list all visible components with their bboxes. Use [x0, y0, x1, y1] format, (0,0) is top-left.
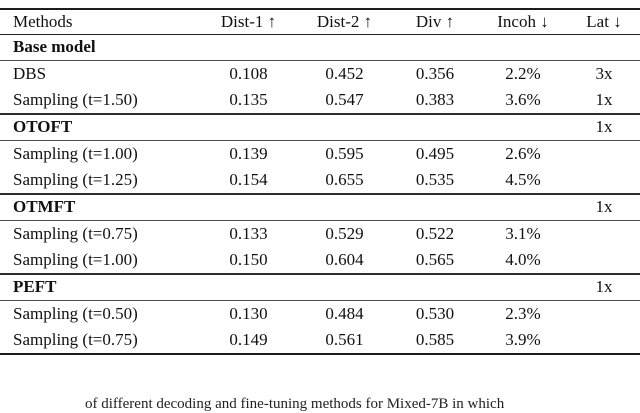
latency-value: 3x	[568, 59, 640, 87]
dist2-value: 0.529	[297, 219, 392, 247]
incoh-value: 3.6%	[505, 90, 541, 109]
incoh-value: 2.6%	[478, 139, 568, 167]
latency-value	[568, 247, 640, 274]
results-table: Methods Dist-1 ↑ Dist-2 ↑ Div ↑ Incoh ↓ …	[0, 8, 640, 355]
dist1-value: 0.133	[200, 219, 297, 247]
section-label: Base model	[0, 33, 200, 60]
incoh-value: 4.0%	[505, 250, 541, 269]
table-header-row: Methods Dist-1 ↑ Dist-2 ↑ Div ↑ Incoh ↓ …	[0, 9, 640, 34]
latency-value: 1x	[568, 113, 640, 140]
method-label: Sampling (t=1.50)	[13, 90, 138, 109]
section-row-peft: PEFT 1x	[0, 273, 640, 300]
section-label: PEFT	[0, 273, 200, 300]
table-row-dbs: DBS 0.108 0.452 0.356 2.2% 3x	[0, 59, 640, 87]
latency-value	[568, 219, 640, 247]
section-row-otoft: OTOFT 1x	[0, 113, 640, 140]
method-label: Sampling (t=1.00)	[0, 139, 200, 167]
dist1-value: 0.149	[229, 330, 268, 349]
div-value: 0.495	[392, 139, 478, 167]
column-header-lat: Lat ↓	[586, 11, 622, 31]
div-value: 0.585	[415, 330, 455, 349]
latency-value: 1x	[568, 273, 640, 300]
method-label: Sampling (t=1.00)	[13, 250, 138, 269]
latency-value	[568, 299, 640, 327]
latency-value	[568, 139, 640, 167]
dist2-value: 0.561	[325, 330, 364, 349]
div-value: 0.383	[415, 90, 455, 109]
table-row-sampling-100a: Sampling (t=1.00) 0.139 0.595 0.495 2.6%	[0, 139, 640, 167]
incoh-value: 2.2%	[478, 59, 568, 87]
incoh-value: 2.3%	[478, 299, 568, 327]
table-caption-clipped: of different decoding and fine-tuning me…	[85, 396, 505, 412]
table-row-sampling-150: Sampling (t=1.50) 0.135 0.547 0.383 3.6%…	[0, 87, 640, 114]
div-value: 0.356	[392, 59, 478, 87]
method-label: Sampling (t=1.25)	[13, 170, 138, 189]
div-value: 0.565	[415, 250, 455, 269]
div-value: 0.530	[392, 299, 478, 327]
incoh-value: 4.5%	[505, 170, 541, 189]
section-label: OTOFT	[0, 113, 200, 140]
section-label: OTMFT	[0, 193, 200, 220]
dist1-value: 0.130	[200, 299, 297, 327]
method-label: Sampling (t=0.75)	[0, 219, 200, 247]
dist2-value: 0.484	[297, 299, 392, 327]
method-label: DBS	[0, 59, 200, 87]
column-header-methods: Methods	[13, 11, 73, 31]
latency-value: 1x	[595, 90, 613, 109]
dist1-value: 0.150	[229, 250, 268, 269]
table-row-sampling-125: Sampling (t=1.25) 0.154 0.655 0.535 4.5%	[0, 167, 640, 194]
incoh-value: 3.1%	[478, 219, 568, 247]
column-header-div: Div ↑	[415, 11, 455, 31]
dist2-value: 0.655	[325, 170, 364, 189]
column-header-incoh: Incoh ↓	[497, 11, 549, 31]
latency-value	[568, 33, 640, 60]
section-row-otmft: OTMFT 1x	[0, 193, 640, 220]
latency-value	[568, 327, 640, 354]
latency-value	[568, 167, 640, 194]
incoh-value: 3.9%	[505, 330, 541, 349]
dist1-value: 0.154	[229, 170, 268, 189]
method-label: Sampling (t=0.50)	[0, 299, 200, 327]
column-header-dist1: Dist-1 ↑	[220, 11, 277, 31]
dist1-value: 0.108	[200, 59, 297, 87]
table-row-sampling-050: Sampling (t=0.50) 0.130 0.484 0.530 2.3%	[0, 299, 640, 327]
method-label: Sampling (t=0.75)	[13, 330, 138, 349]
table-row-sampling-075b: Sampling (t=0.75) 0.149 0.561 0.585 3.9%	[0, 327, 640, 354]
div-value: 0.522	[392, 219, 478, 247]
dist2-value: 0.452	[297, 59, 392, 87]
table-row-sampling-075a: Sampling (t=0.75) 0.133 0.529 0.522 3.1%	[0, 219, 640, 247]
dist2-value: 0.604	[325, 250, 364, 269]
dist2-value: 0.595	[297, 139, 392, 167]
latency-value: 1x	[568, 193, 640, 220]
section-row-base-model: Base model	[0, 33, 640, 60]
table-row-sampling-100b: Sampling (t=1.00) 0.150 0.604 0.565 4.0%	[0, 247, 640, 274]
dist1-value: 0.139	[200, 139, 297, 167]
div-value: 0.535	[415, 170, 455, 189]
dist1-value: 0.135	[229, 90, 268, 109]
column-header-dist2: Dist-2 ↑	[316, 11, 373, 31]
dist2-value: 0.547	[325, 90, 364, 109]
